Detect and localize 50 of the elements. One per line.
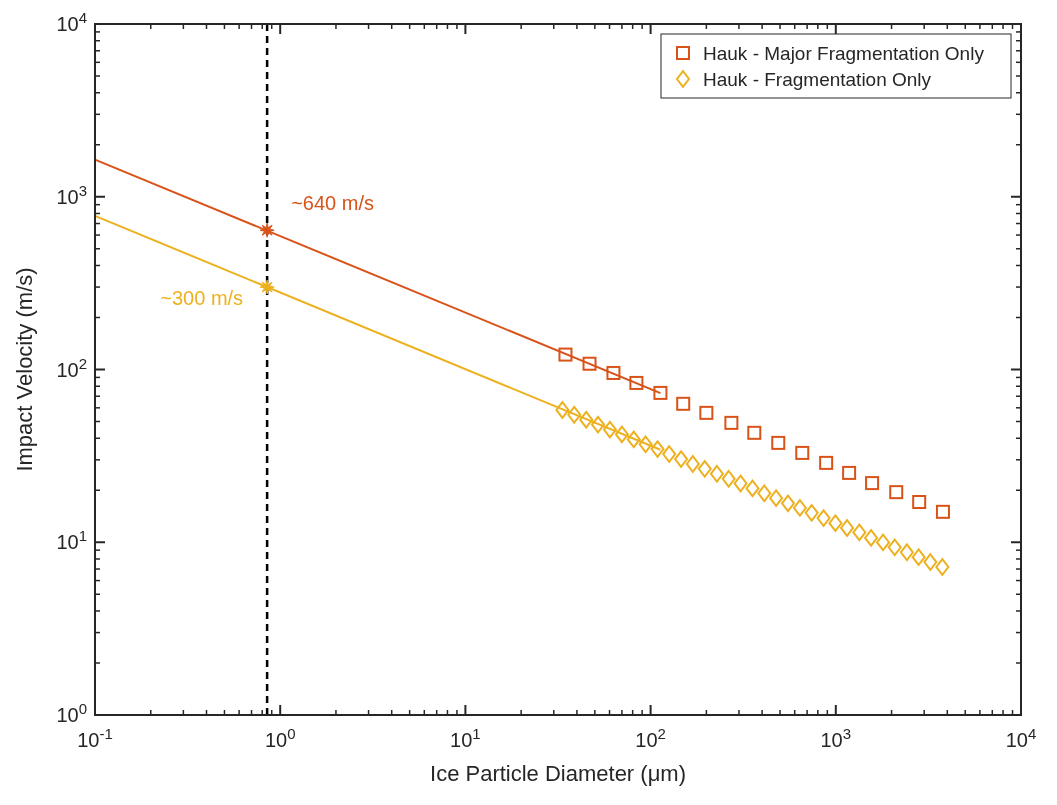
point: [591, 415, 605, 434]
point: [579, 410, 594, 429]
y-tick-label: 10$^{1}$: [56, 526, 87, 554]
x-tick-label: 10$^{1}$: [450, 724, 481, 751]
x-tick-label: 10$^{3}$: [820, 724, 852, 751]
point: [876, 533, 891, 552]
x-tick-label: 10$^{-1}$: [77, 724, 113, 751]
point: [650, 440, 665, 458]
legend-label: Hauk - Fragmentation Only: [703, 69, 932, 90]
annotation: ~300 m/s: [160, 287, 244, 310]
y-axis-title: Impact Velocity (m/s): [12, 267, 37, 472]
point: [662, 445, 677, 463]
point: [792, 499, 807, 517]
point: [555, 401, 570, 419]
point: [626, 430, 641, 449]
point: [899, 543, 914, 562]
x-axis-title: Ice Particle Diameter (μm): [430, 761, 686, 786]
x-tick-label: 10$^{2}$: [635, 724, 666, 751]
legend-label: Hauk - Major Fragmentation Only: [703, 43, 985, 64]
point: [828, 514, 843, 532]
point: [638, 435, 653, 454]
point: [864, 529, 879, 547]
point: [923, 553, 938, 571]
point: [757, 484, 772, 503]
x-tick-label: 10$^{0}$: [264, 724, 296, 751]
point: [887, 538, 902, 557]
point: [852, 523, 867, 542]
point: [781, 494, 796, 513]
point: [840, 519, 855, 537]
point: [685, 455, 700, 473]
point: [614, 425, 629, 444]
point: [674, 450, 689, 468]
point: [769, 489, 784, 507]
point: [816, 509, 831, 527]
point: [602, 420, 617, 439]
y-tick-label: 10$^{2}$: [56, 354, 87, 381]
point: [721, 469, 736, 488]
point: [709, 465, 724, 483]
point: [697, 460, 712, 478]
point: [911, 548, 926, 566]
annotation: ~640 m/s: [291, 192, 374, 215]
point: [733, 474, 748, 493]
point: [935, 558, 950, 576]
point: [567, 405, 582, 424]
y-tick-label: 10$^{4}$: [56, 8, 87, 35]
x-tick-label: 10$^{4}$: [1005, 724, 1037, 751]
point: [804, 504, 819, 522]
y-tick-label: 10$^{0}$: [56, 699, 87, 726]
y-tick-label: 10$^{3}$: [56, 181, 87, 208]
point: [745, 479, 760, 498]
